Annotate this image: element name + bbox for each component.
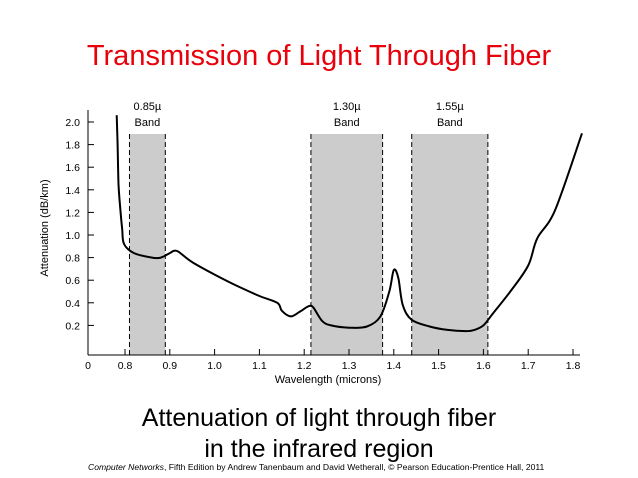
band-label: 1.30µ: [333, 101, 361, 113]
x-tick-label: 1.3: [342, 360, 357, 372]
x-tick-label: 1.2: [297, 360, 312, 372]
attenuation-chart: 0.85µ Band 1.30µ Band 1.55µ Band 0.2 0.4 0.6 0.8…: [39, 101, 583, 386]
y-axis-label: Attenuation (dB/km): [39, 179, 51, 276]
y-tick-label: 0.2: [65, 320, 80, 332]
curve-layer: [115, 115, 583, 333]
credit-rest: , Fifth Edition by Andrew Tanenbaum and …: [163, 462, 545, 472]
band-rect: [310, 134, 383, 355]
x-tick-label: 1.4: [386, 360, 401, 372]
y-tick-label: 1.4: [65, 185, 80, 197]
y-tick-label: 1.2: [65, 207, 80, 219]
x-tick-label: 1.1: [252, 360, 267, 372]
x-tick-label: 0.9: [162, 360, 177, 372]
x-tick-label: 1.5: [431, 360, 446, 372]
credit-book-title: Computer Networks: [88, 462, 164, 472]
caption-line-2: in the infrared region: [204, 435, 434, 463]
band-rect: [411, 134, 488, 355]
band-sublabel: Band: [135, 117, 161, 129]
x-tick-label: 1.6: [476, 360, 491, 372]
y-tick-label: 1.8: [65, 140, 80, 152]
x-tick-label: 0: [85, 360, 91, 372]
credit-line: Computer Networks, Fifth Edition by Andr…: [88, 462, 544, 472]
y-tick-label: 1.6: [65, 162, 80, 174]
band-rect: [129, 134, 166, 355]
x-tick-label: 1.8: [566, 360, 581, 372]
band-sublabel: Band: [437, 117, 463, 129]
ticks-layer: 0.2 0.4 0.6 0.8 1.0 1.2 1.4 1.6 1.8 2.0 0 0.8 0.9 1.0…: [65, 117, 580, 372]
x-tick-label: 1.7: [521, 360, 536, 372]
x-axis-label: Wavelength (microns): [275, 374, 382, 386]
x-tick-label: 0.8: [118, 360, 133, 372]
y-tick-label: 0.8: [65, 253, 80, 265]
slide-title: Transmission of Light Through Fiber: [86, 40, 552, 72]
y-tick-label: 0.4: [65, 298, 80, 310]
bands-layer: 0.85µ Band 1.30µ Band 1.55µ Band: [128, 101, 489, 355]
y-tick-label: 0.6: [65, 275, 80, 287]
band-label: 1.55µ: [436, 101, 464, 113]
y-tick-label: 2.0: [65, 117, 80, 129]
caption-line-1: Attenuation of light through fiber: [141, 404, 497, 432]
y-tick-label: 1.0: [65, 230, 80, 242]
band-label: 0.85µ: [134, 101, 162, 113]
x-tick-label: 1.0: [207, 360, 222, 372]
attenuation-curve: [115, 115, 583, 333]
band-sublabel: Band: [334, 117, 360, 129]
